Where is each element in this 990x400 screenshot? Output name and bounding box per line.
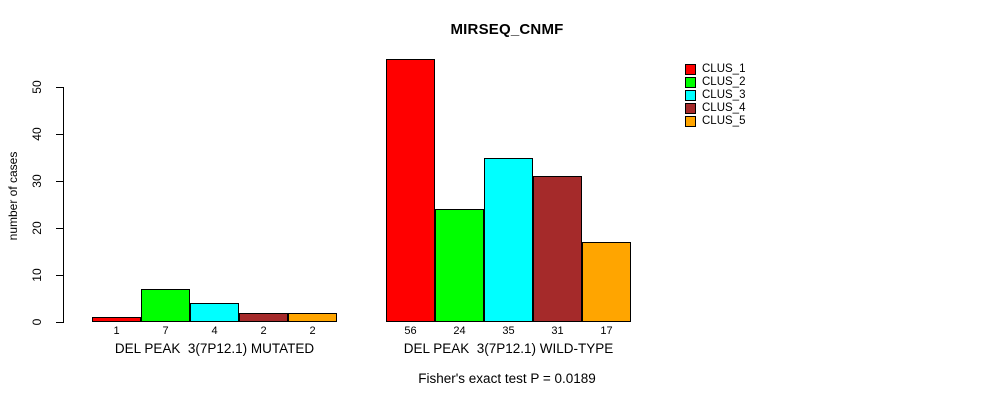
bar-value-label: 1	[113, 325, 120, 337]
bar-clus_4-group1	[239, 312, 288, 322]
legend: CLUS_1 CLUS_2 CLUS_3 CLUS_4 CLUS_5	[685, 63, 745, 128]
bar-clus_4-group2	[533, 176, 582, 322]
x-group-label: DEL PEAK 3(7P12.1) WILD-TYPE	[403, 341, 614, 356]
bar-clus_2-group2	[435, 209, 484, 322]
bar-clus_1-group2	[386, 58, 435, 322]
y-axis-tick-label: 10	[30, 268, 44, 282]
y-axis-tick-label: 0	[30, 318, 44, 326]
legend-swatch	[685, 116, 696, 127]
y-axis-tick-label: 50	[30, 80, 44, 94]
bar-value-label: 7	[162, 325, 169, 337]
y-axis-tick-label: 20	[30, 221, 44, 235]
legend-item: CLUS_3	[685, 89, 745, 102]
y-axis-tick	[56, 87, 64, 88]
y-axis-tick	[56, 322, 64, 323]
legend-item: CLUS_2	[685, 76, 745, 89]
bar-clus_5-group1	[288, 312, 337, 322]
bar-value-label: 4	[211, 325, 218, 337]
legend-item: CLUS_1	[685, 63, 745, 76]
bar-value-label: 2	[309, 325, 316, 337]
bar-clus_3-group2	[484, 157, 533, 322]
bar-value-label: 31	[551, 325, 564, 337]
legend-item: CLUS_4	[685, 102, 745, 115]
y-axis-tick-label: 40	[30, 127, 44, 141]
bar-clus_1-group1	[92, 317, 141, 322]
legend-swatch	[685, 64, 696, 75]
bar-clus_5-group2	[582, 242, 631, 322]
legend-swatch	[685, 77, 696, 88]
y-axis-tick	[56, 228, 64, 229]
x-group-label: DEL PEAK 3(7P12.1) MUTATED	[114, 341, 315, 356]
bar-value-label: 24	[453, 325, 466, 337]
legend-label: CLUS_3	[702, 89, 746, 101]
y-axis-tick	[56, 275, 64, 276]
bar-value-label: 2	[260, 325, 267, 337]
y-axis-line	[63, 87, 64, 323]
legend-swatch	[685, 90, 696, 101]
y-axis-tick-label: 30	[30, 174, 44, 188]
y-axis-tick	[56, 181, 64, 182]
y-axis-tick	[56, 134, 64, 135]
bar-value-label: 35	[502, 325, 515, 337]
legend-label: CLUS_4	[702, 102, 746, 114]
bar-clus_2-group1	[141, 289, 190, 322]
legend-item: CLUS_5	[685, 115, 745, 128]
bar-value-label: 56	[404, 325, 417, 337]
legend-label: CLUS_1	[702, 63, 746, 75]
bar-value-label: 17	[600, 325, 613, 337]
chart-title: MIRSEQ_CNMF	[450, 21, 564, 38]
fisher-test-note: Fisher's exact test P = 0.0189	[418, 371, 596, 386]
legend-swatch	[685, 103, 696, 114]
legend-label: CLUS_5	[702, 115, 746, 127]
y-axis-title: number of cases	[6, 151, 20, 241]
legend-label: CLUS_2	[702, 76, 746, 88]
bar-clus_3-group1	[190, 303, 239, 322]
